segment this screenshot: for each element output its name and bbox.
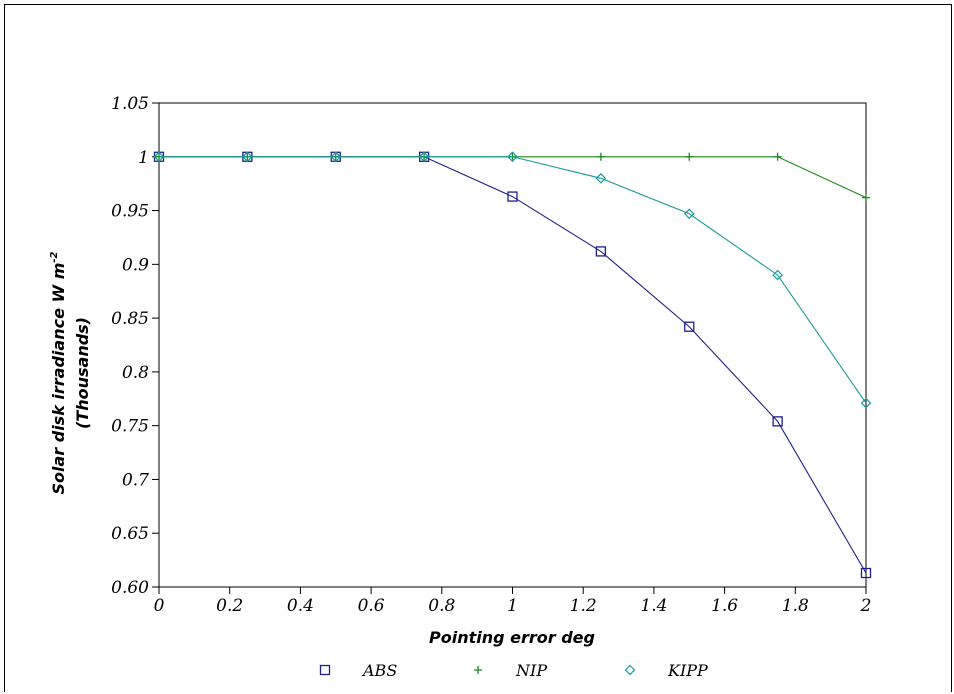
data-point-nip xyxy=(862,193,870,202)
data-point-nip xyxy=(685,152,694,161)
y-tick-label: 1 xyxy=(138,148,149,168)
legend-item-nip: NIP xyxy=(474,661,547,680)
data-point-kipp xyxy=(507,151,518,163)
y-axis-title-superscript: -2 xyxy=(49,251,60,262)
series-line-kipp xyxy=(159,156,867,404)
y-tick-label: 0.65 xyxy=(111,524,149,544)
y-tick-label: 0.75 xyxy=(111,417,149,437)
series-nip xyxy=(155,152,870,202)
x-tick-label: 0.4 xyxy=(287,596,314,616)
data-point-abs xyxy=(772,416,783,427)
series-layer xyxy=(153,151,872,579)
x-tick-label: 1.2 xyxy=(570,596,597,616)
legend-marker-abs xyxy=(319,664,331,676)
data-point-kipp xyxy=(418,151,430,163)
legend-item-abs: ABS xyxy=(319,661,397,680)
x-axis-title: Pointing error deg xyxy=(429,628,595,647)
series-line-abs xyxy=(159,156,867,574)
x-tick-label: 1.4 xyxy=(640,596,667,616)
data-point-abs xyxy=(595,246,607,257)
series-abs xyxy=(153,151,872,579)
y-tick-label: 1.05 xyxy=(111,94,149,114)
data-point-kipp xyxy=(153,151,165,163)
axes: 0 0.2 0.4 0.6 0.8 1 1.2 1.4 1.6 1.8 2 0.60 0.65 0.7 0.… xyxy=(111,94,871,616)
x-tick-label: 1.6 xyxy=(711,596,738,616)
data-point-abs xyxy=(860,567,872,579)
data-point-kipp xyxy=(595,172,607,184)
data-point-kipp xyxy=(330,151,342,163)
data-point-kipp xyxy=(683,208,695,220)
x-tick-label: 0.8 xyxy=(428,596,455,616)
data-point-abs xyxy=(684,321,695,332)
data-point-kipp xyxy=(242,151,253,163)
y-axis-title-line1: Solar disk irradiance W m xyxy=(49,263,68,495)
y-tick-label: 0.8 xyxy=(122,363,149,383)
series-kipp xyxy=(153,151,872,409)
legend: ABS NIP KIPP xyxy=(319,661,708,680)
x-tick-label: 0 xyxy=(154,596,165,616)
x-tick-label: 1.8 xyxy=(782,596,809,616)
x-tick-label: 0.2 xyxy=(216,596,243,616)
legend-marker-nip xyxy=(474,666,482,674)
legend-label-kipp: KIPP xyxy=(667,661,708,680)
y-tick-label: 0.60 xyxy=(111,578,149,598)
plot-area-border xyxy=(158,102,867,588)
y-axis-title: Solar disk irradiance W m-2 (Thousands) xyxy=(49,251,92,494)
y-tick-label: 0.7 xyxy=(122,470,149,490)
x-tick-label: 1 xyxy=(507,596,518,616)
data-point-abs xyxy=(507,191,518,202)
x-tick-label: 2 xyxy=(860,596,872,616)
y-tick-label: 0.95 xyxy=(111,202,149,222)
x-tick-label: 0.6 xyxy=(358,596,385,616)
y-axis-title-line2: (Thousands) xyxy=(73,317,92,429)
chart-frame xyxy=(4,4,952,692)
legend-label-abs: ABS xyxy=(361,661,397,680)
legend-item-kipp: KIPP xyxy=(624,661,708,680)
data-point-kipp xyxy=(772,269,783,281)
data-point-nip xyxy=(773,152,782,161)
svg-text:Solar disk irradiance W m-2: Solar disk irradiance W m-2 xyxy=(49,251,68,494)
legend-label-nip: NIP xyxy=(515,661,547,680)
data-point-nip xyxy=(596,152,605,161)
data-point-kipp xyxy=(860,397,872,409)
legend-marker-kipp xyxy=(624,664,636,676)
y-tick-label: 0.85 xyxy=(111,309,149,329)
y-tick-label: 0.9 xyxy=(122,255,149,275)
